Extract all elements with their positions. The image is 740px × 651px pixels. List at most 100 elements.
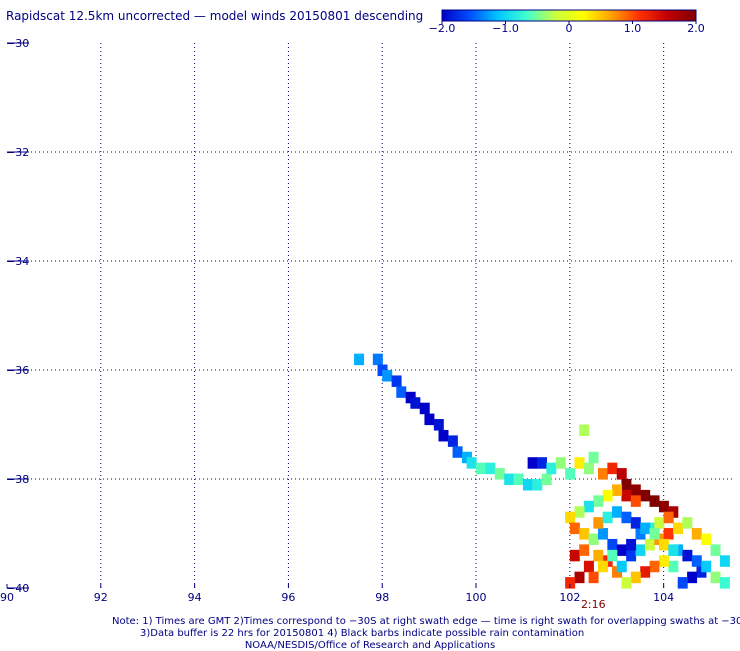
data-cell	[583, 500, 594, 513]
x-tick-label: 98	[375, 591, 389, 604]
data-cell	[447, 435, 458, 447]
swath-time-label: 2:16	[581, 598, 606, 611]
colorbar-tick-label: 0	[566, 22, 573, 35]
x-tick-label: 104	[653, 591, 674, 604]
data-cell	[593, 495, 604, 507]
y-tick-label: −34	[6, 255, 29, 268]
y-tick-label: −30	[6, 37, 29, 50]
data-cell	[682, 517, 693, 529]
data-cell	[569, 522, 580, 535]
data-cell	[710, 571, 721, 584]
data-cell	[466, 457, 477, 469]
data-cell	[635, 544, 646, 556]
colorbar-tick-label: 2.0	[687, 22, 705, 35]
data-cell	[546, 462, 557, 475]
data-cell	[621, 479, 632, 491]
data-cell	[574, 457, 585, 469]
chart-title: Rapidscat 12.5km uncorrected — model win…	[6, 9, 424, 23]
data-cell	[541, 473, 552, 486]
data-cell	[602, 511, 613, 524]
data-cell	[419, 402, 430, 415]
data-cell	[621, 577, 632, 589]
data-cell	[640, 489, 651, 502]
data-cell	[424, 413, 435, 426]
data-cell	[522, 479, 533, 491]
data-cell	[588, 533, 599, 545]
data-cell	[574, 571, 585, 584]
data-cell	[565, 468, 576, 480]
data-cell	[513, 473, 524, 486]
data-cell	[701, 560, 712, 573]
note-line-3: NOAA/NESDIS/Office of Research and Appli…	[244, 640, 496, 651]
data-cell	[410, 397, 421, 409]
data-cell	[438, 429, 449, 442]
data-cell	[607, 538, 618, 551]
note-line-1: Note: 1) Times are GMT 2)Times correspon…	[112, 616, 740, 627]
data-cell	[663, 511, 674, 524]
x-tick-label: 102	[559, 591, 580, 604]
data-cell	[691, 555, 702, 567]
data-cell	[537, 457, 547, 469]
note-line-2: 3)Data buffer is 22 hrs for 20150801 4) …	[140, 628, 585, 639]
data-cell	[476, 462, 487, 475]
data-cell	[612, 484, 623, 496]
data-cell	[569, 549, 580, 562]
data-cell	[607, 462, 618, 475]
data-cell	[626, 549, 637, 562]
data-cell	[719, 577, 730, 589]
y-tick-label: −36	[6, 364, 29, 377]
x-tick-label: 94	[188, 591, 202, 604]
colorbar-tick-label: −1.0	[492, 22, 519, 35]
data-cell	[555, 457, 566, 469]
data-cell	[565, 577, 576, 589]
data-cell	[668, 560, 679, 573]
y-tick-label: −32	[6, 146, 29, 159]
data-cell	[391, 375, 402, 387]
data-cell	[527, 457, 538, 469]
data-cell	[616, 544, 627, 556]
data-cell	[658, 555, 669, 567]
data-cell	[621, 511, 632, 524]
data-cell	[593, 549, 604, 562]
data-cell	[565, 511, 576, 524]
data-cell	[630, 495, 641, 507]
data-cell	[607, 549, 618, 562]
data-cell	[640, 566, 651, 578]
data-cell	[583, 560, 594, 573]
data-cell	[597, 560, 608, 573]
data-cell	[504, 473, 515, 486]
data-cell	[658, 500, 669, 513]
data-cell	[644, 538, 655, 551]
y-tick-label: −38	[6, 473, 29, 486]
data-cell	[677, 577, 688, 589]
data-cell	[433, 419, 444, 431]
data-cell	[682, 549, 693, 562]
data-cell	[579, 424, 590, 436]
data-cell	[372, 353, 383, 366]
data-cell	[649, 528, 660, 540]
data-cell	[532, 479, 543, 491]
data-cell	[691, 528, 702, 540]
data-cell	[687, 571, 698, 584]
data-cell	[640, 522, 651, 535]
data-cell	[579, 544, 590, 556]
data-cell	[630, 517, 641, 529]
colorbar: −2.0 −1.0 0 1.0 2.0	[429, 9, 705, 35]
data-cell	[597, 468, 608, 480]
data-cell	[663, 528, 674, 540]
colorbar-tick-label: −2.0	[429, 22, 456, 35]
data-cell	[621, 489, 632, 502]
data-cell	[583, 462, 594, 475]
data-cell	[616, 560, 627, 573]
data-cell	[673, 522, 684, 535]
data-cell	[654, 517, 665, 529]
data-cell	[593, 517, 604, 529]
data-cell	[616, 468, 627, 480]
data-cell	[574, 506, 585, 518]
x-tick-label: 90	[0, 591, 14, 604]
data-cell	[396, 386, 407, 398]
data-cell	[579, 528, 590, 540]
data-cell	[452, 446, 463, 458]
data-cell	[494, 468, 505, 480]
